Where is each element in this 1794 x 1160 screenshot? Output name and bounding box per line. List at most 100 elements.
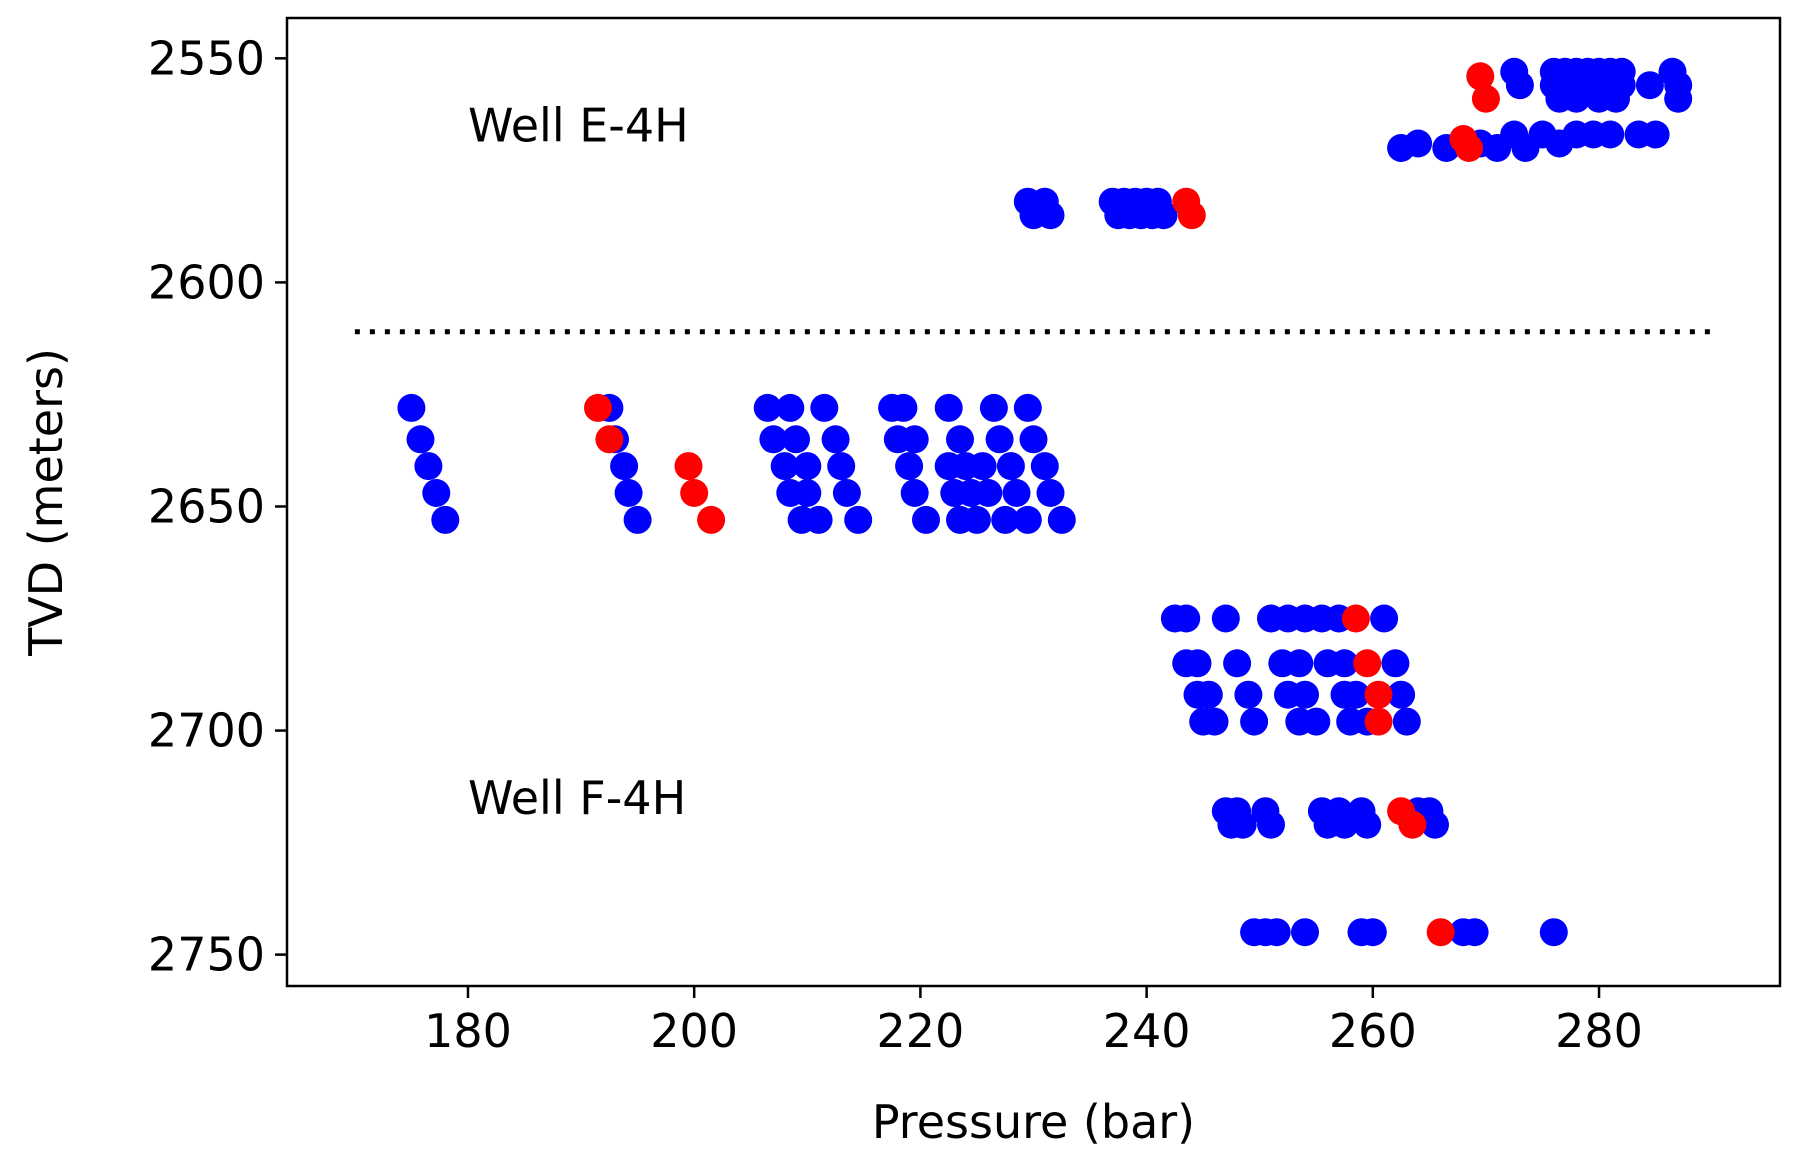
data-point	[414, 452, 443, 481]
data-point	[753, 393, 782, 422]
data-point	[1036, 479, 1065, 507]
data-point	[1392, 707, 1421, 736]
data-point	[1387, 680, 1416, 709]
data-point	[1002, 479, 1031, 507]
data-point	[1330, 649, 1359, 678]
data-point	[422, 479, 451, 507]
data-point	[1381, 649, 1410, 678]
data-point	[1466, 62, 1495, 91]
data-point	[782, 425, 810, 454]
data-point	[1330, 810, 1359, 839]
y-tick-label: 2600	[148, 255, 265, 309]
data-point	[912, 505, 940, 534]
data-point	[1341, 680, 1370, 709]
data-point	[1398, 810, 1427, 839]
x-tick-label: 240	[1103, 1004, 1191, 1058]
data-point	[1404, 129, 1433, 158]
data-point	[1353, 649, 1382, 678]
data-point	[844, 505, 873, 534]
y-tick-label: 2750	[148, 928, 265, 982]
data-point	[680, 479, 709, 507]
data-point	[776, 393, 805, 422]
data-point	[1641, 120, 1670, 149]
data-point	[1302, 707, 1331, 736]
ticks-layer: 180 200 220 240 260 280 2550 2600 2650 2700 2750	[148, 31, 1643, 1058]
data-point	[1664, 84, 1693, 113]
data-point	[1291, 918, 1319, 947]
x-tick-label: 280	[1555, 1004, 1643, 1058]
data-point	[1257, 810, 1285, 839]
data-point	[1353, 810, 1382, 839]
data-point	[832, 479, 861, 507]
data-point	[946, 425, 974, 454]
data-point	[1460, 918, 1489, 947]
y-tick-label: 2550	[148, 31, 265, 85]
data-point	[1228, 810, 1257, 839]
data-point	[1341, 604, 1370, 633]
x-axis-label: Pressure (bar)	[872, 1095, 1195, 1149]
data-point	[1364, 707, 1393, 736]
data-point	[793, 452, 822, 481]
data-point	[1036, 201, 1065, 230]
data-point	[962, 505, 991, 534]
data-point	[821, 425, 850, 454]
data-point	[968, 452, 997, 481]
x-tick-label: 260	[1329, 1004, 1417, 1058]
data-point	[889, 393, 918, 422]
data-point	[827, 452, 856, 481]
data-point	[1234, 680, 1263, 709]
well-e-annotation: Well E-4H	[468, 99, 689, 153]
x-tick-label: 200	[650, 1004, 738, 1058]
data-point	[1019, 425, 1048, 454]
data-point	[1285, 649, 1314, 678]
data-point	[697, 505, 726, 534]
data-point	[1596, 120, 1625, 149]
data-point	[1013, 505, 1042, 534]
data-point	[397, 393, 426, 422]
x-tick-label: 180	[424, 1004, 512, 1058]
data-point	[595, 425, 624, 454]
plot-area-frame	[285, 16, 1782, 988]
data-point	[1370, 604, 1399, 633]
data-point	[1211, 604, 1240, 633]
data-point	[985, 425, 1014, 454]
data-point	[895, 452, 924, 481]
data-point	[1421, 810, 1449, 839]
data-point	[793, 479, 822, 507]
data-point	[1200, 707, 1229, 736]
y-axis-label: TVD (meters)	[19, 348, 73, 657]
data-point	[1505, 71, 1534, 100]
data-point	[900, 479, 929, 507]
data-point	[804, 505, 833, 534]
data-point	[431, 505, 460, 534]
data-point	[770, 452, 799, 481]
data-point	[1562, 84, 1591, 113]
y-tick-label: 2700	[148, 704, 265, 758]
data-point	[1149, 201, 1178, 230]
data-point	[1240, 707, 1269, 736]
data-point	[1602, 84, 1630, 113]
data-point	[1262, 918, 1291, 947]
data-point	[674, 452, 703, 481]
data-point	[1047, 505, 1076, 534]
data-point	[979, 393, 1008, 422]
data-point	[1177, 201, 1206, 230]
data-point	[1358, 918, 1387, 947]
data-point	[759, 425, 788, 454]
data-point	[1364, 680, 1393, 709]
data-point	[1172, 604, 1201, 633]
data-point	[1013, 393, 1042, 422]
data-point	[623, 505, 652, 534]
data-point	[1291, 680, 1319, 709]
well-f-annotation: Well F-4H	[468, 771, 686, 825]
data-point	[1030, 452, 1059, 481]
data-point	[1223, 649, 1252, 678]
data-point	[1194, 680, 1223, 709]
data-point	[934, 393, 963, 422]
x-tick-label: 220	[876, 1004, 964, 1058]
data-point	[1471, 84, 1500, 113]
data-point	[1539, 918, 1568, 947]
data-point	[614, 479, 643, 507]
